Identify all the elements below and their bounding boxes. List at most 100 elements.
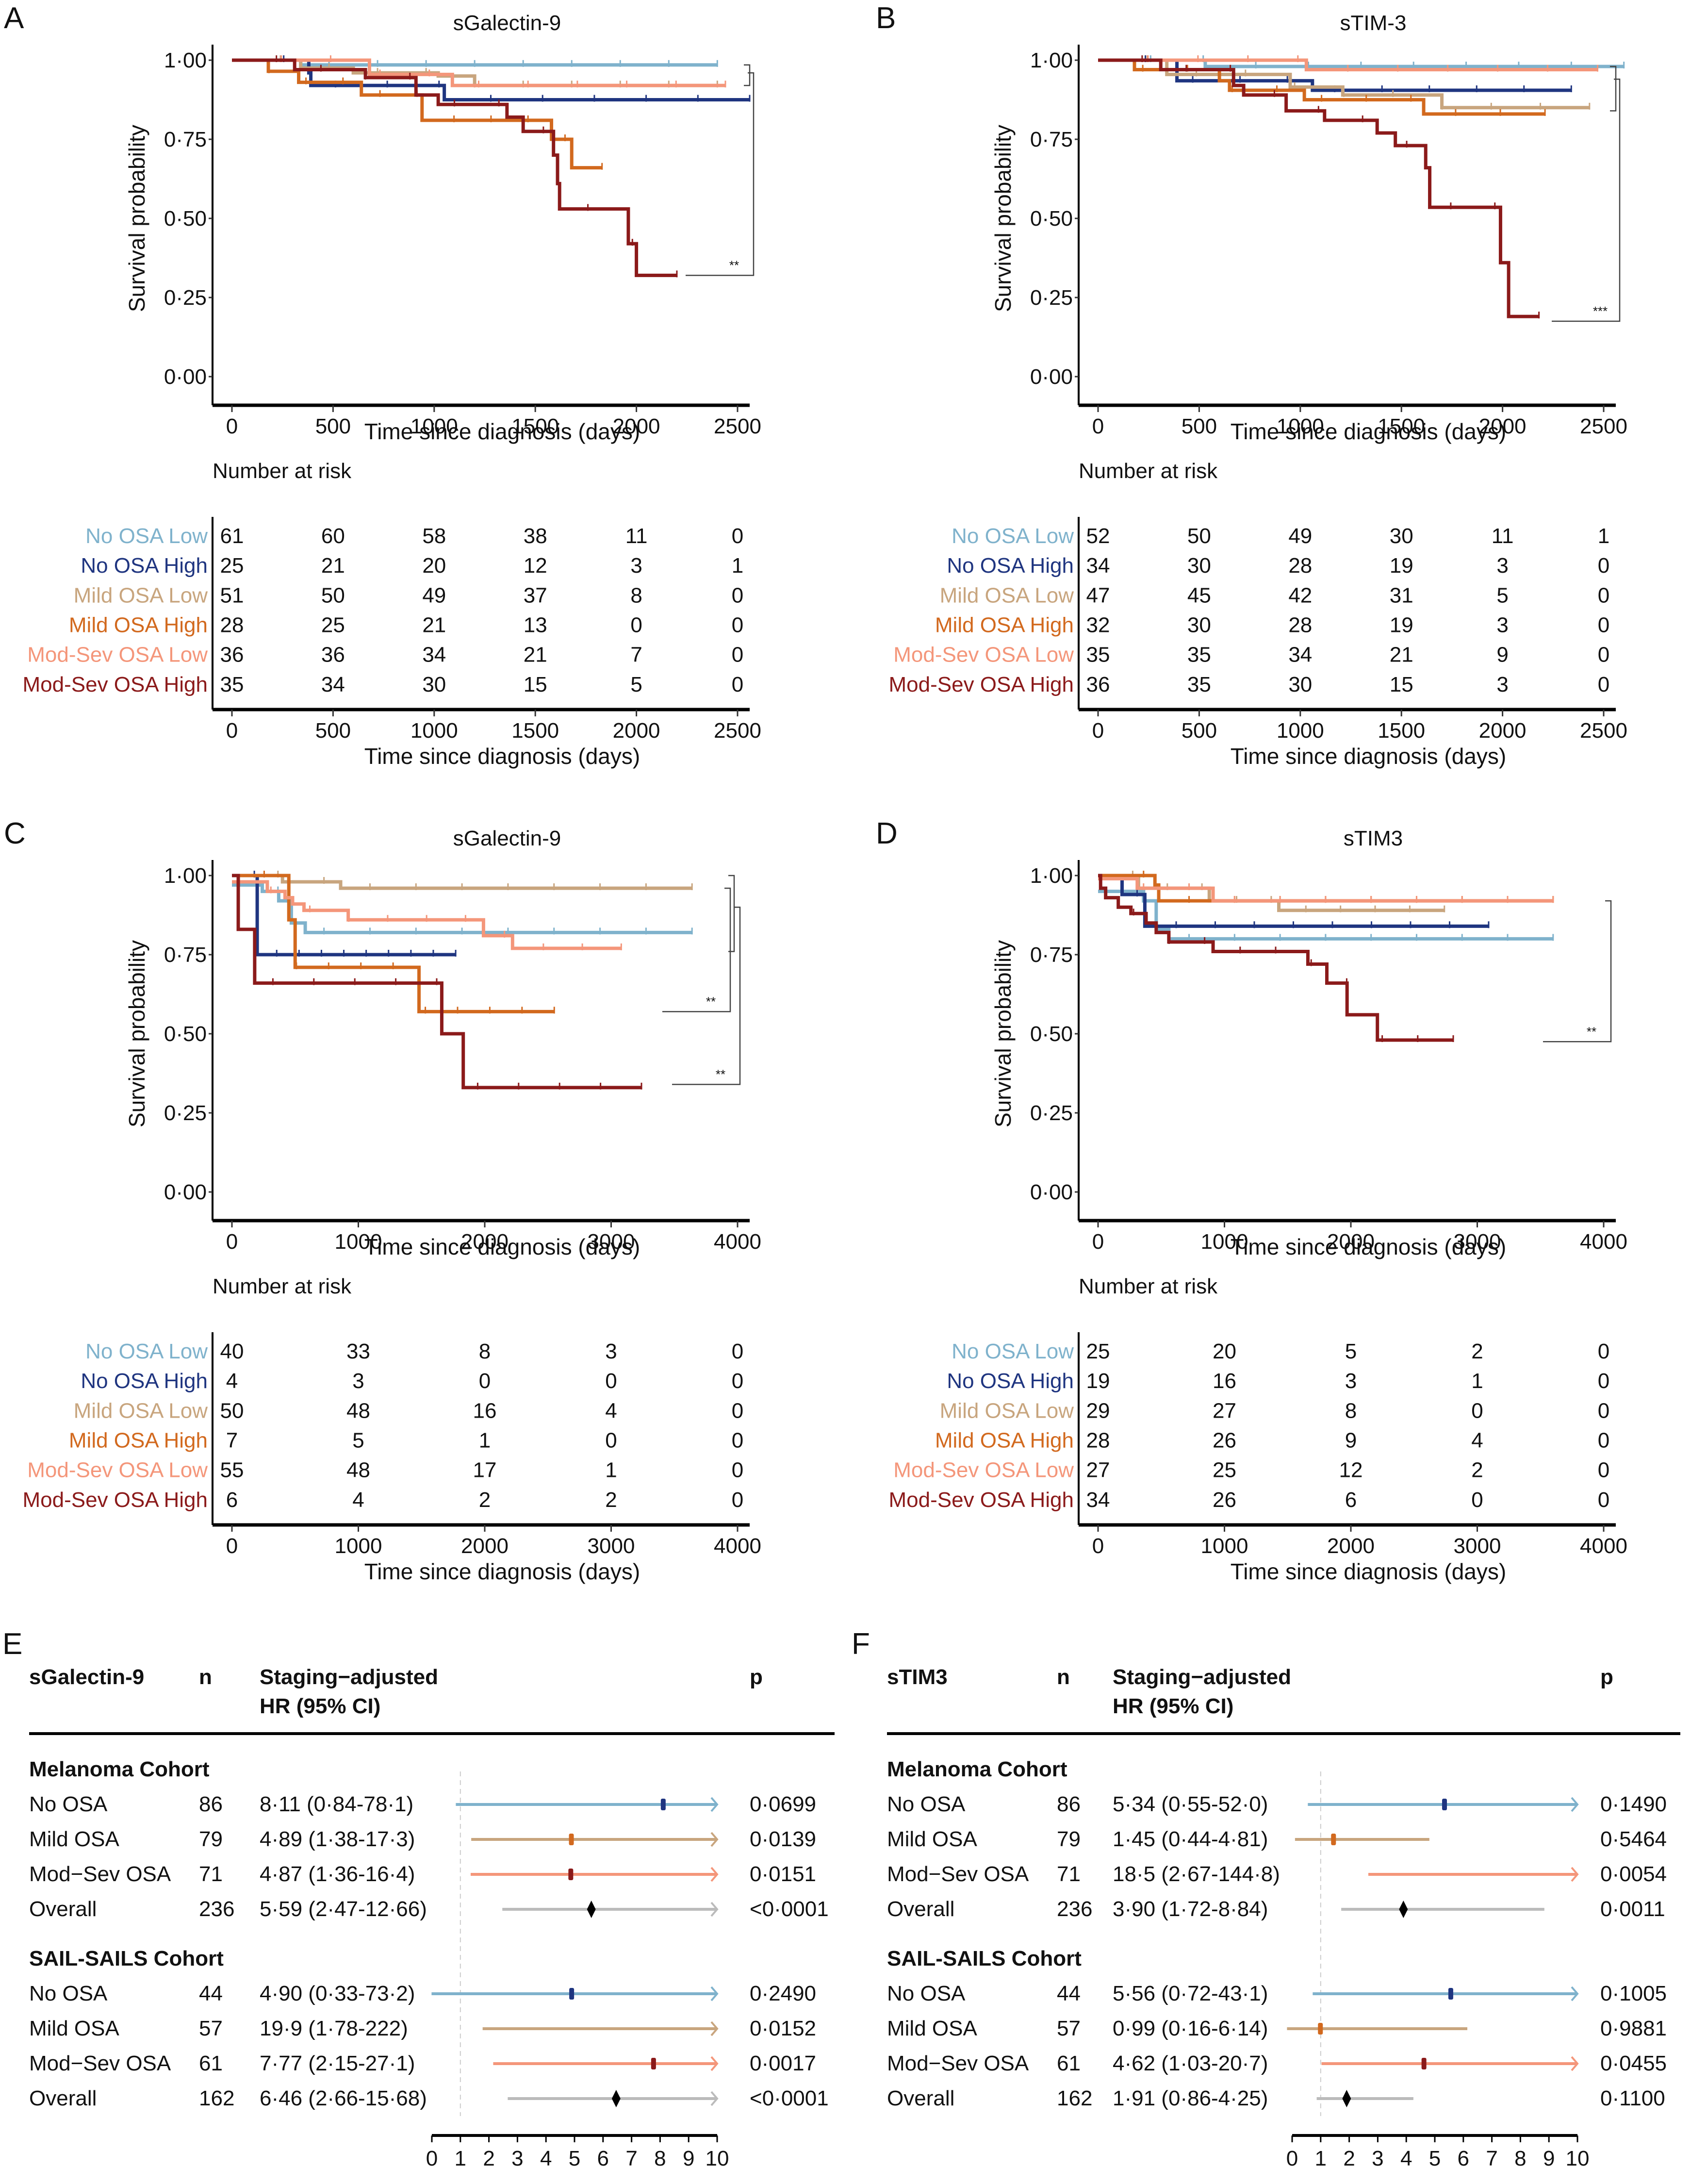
risk-count: 9: [1496, 643, 1508, 667]
bracket-line: [1552, 78, 1621, 322]
row-label: Mild OSA: [887, 2017, 977, 2040]
hr-point-diamond: [587, 1901, 596, 1918]
row-hr-ci: 4·89 (1·38-17·3): [260, 1827, 415, 1851]
hr-tick-label: 7: [625, 2147, 637, 2170]
risk-group-label: Mod-Sev OSA High: [23, 1488, 208, 1512]
risk-group-label: No OSA Low: [952, 1340, 1074, 1363]
risk-count: 51: [220, 583, 244, 607]
row-hr-ci: 4·62 (1·03-20·7): [1113, 2052, 1268, 2075]
risk-count: 3: [1496, 613, 1508, 637]
y-axis-label: Survival probability: [124, 940, 149, 1127]
risk-group-label: No OSA Low: [952, 524, 1074, 548]
risk-count: 29: [1086, 1399, 1110, 1423]
risk-x-axis-label: Time since diagnosis (days): [364, 1559, 640, 1584]
column-header-p: p: [750, 1665, 763, 1689]
row-hr-ci: 1·91 (0·86-4·25): [1113, 2086, 1268, 2110]
risk-row: No OSA Low 61 60 58 38 11 0: [85, 524, 743, 548]
forest-section: Melanoma Cohort No OSA 86 5·34 (0·55-52·0) 0…: [887, 1757, 1667, 1921]
row-hr-ci: 1·45 (0·44-4·81): [1113, 1827, 1268, 1851]
ci-arrow-icon: [710, 1902, 719, 1917]
panel-letter: B: [876, 1, 896, 35]
significance-label: **: [729, 258, 739, 272]
risk-count: 52: [1086, 524, 1110, 548]
risk-count: 0: [732, 1369, 743, 1393]
hr-tick-label: 10: [706, 2147, 729, 2170]
column-header-p: p: [1600, 1665, 1613, 1689]
row-n: 44: [199, 1982, 223, 2005]
risk-count: 27: [1213, 1399, 1236, 1423]
ci-arrow-icon: [710, 2056, 719, 2071]
risk-count: 34: [422, 643, 446, 667]
x-tick-label: 0: [226, 414, 238, 438]
forest-row: Mod−Sev OSA 61 4·62 (1·03-20·7) 0·0455: [887, 2052, 1667, 2075]
risk-count: 21: [524, 643, 547, 667]
section-title: Melanoma Cohort: [887, 1757, 1067, 1781]
risk-count: 49: [1288, 524, 1312, 548]
risk-count: 21: [321, 554, 345, 578]
risk-count: 49: [422, 583, 446, 607]
risk-count: 5: [352, 1429, 364, 1453]
y-tick-label: 0·00: [164, 365, 207, 389]
row-n: 57: [199, 2017, 223, 2040]
hr-point-marker: [1331, 1834, 1336, 1845]
row-n: 236: [1057, 1897, 1092, 1921]
y-tick-label: 0·25: [1030, 1101, 1073, 1125]
risk-count: 34: [1288, 643, 1312, 667]
forest-row: Overall 162 6·46 (2·66-15·68) <0·0001: [29, 2086, 829, 2110]
hr-tick-label: 5: [1429, 2147, 1441, 2170]
row-p-value: 0·0455: [1600, 2052, 1667, 2075]
row-p-value: 0·0011: [1600, 1897, 1665, 1921]
y-tick-label: 0·50: [164, 1022, 207, 1046]
column-header-n: n: [199, 1665, 212, 1689]
risk-x-tick-label: 0: [226, 719, 238, 743]
row-label: Overall: [29, 1897, 97, 1921]
risk-count: 3: [605, 1340, 617, 1363]
forest-section: SAIL-SAILS Cohort No OSA 44 5·56 (0·72-43·1…: [887, 1947, 1667, 2110]
significance-bracket: **: [1543, 900, 1612, 1042]
risk-count: 28: [1288, 554, 1312, 578]
risk-count: 7: [226, 1429, 238, 1453]
column-header-n: n: [1057, 1665, 1070, 1689]
row-n: 86: [1057, 1792, 1081, 1816]
hr-tick-label: 9: [683, 2147, 694, 2170]
risk-count: 50: [220, 1399, 244, 1423]
row-hr-ci: 3·90 (1·72-8·84): [1113, 1897, 1268, 1921]
km-curve: [1098, 874, 1445, 912]
forest-row: Overall 162 1·91 (0·86-4·25) 0·1100: [887, 2086, 1665, 2110]
risk-row: Mild OSA Low 50 48 16 4 0: [74, 1399, 744, 1423]
section-title: Melanoma Cohort: [29, 1757, 210, 1781]
hr-tick-label: 8: [1514, 2147, 1526, 2170]
y-tick-label: 0·75: [1030, 128, 1073, 151]
risk-table-title: Number at risk: [1079, 459, 1218, 483]
risk-count: 8: [630, 583, 642, 607]
risk-count: 0: [1598, 1458, 1609, 1482]
risk-count: 58: [422, 524, 446, 548]
risk-count: 25: [220, 554, 244, 578]
forest-row: Mild OSA 57 0·99 (0·16-6·14) 0·9881: [887, 2017, 1667, 2040]
hr-point-diamond: [1342, 2090, 1351, 2107]
x-tick-label: 500: [315, 414, 351, 438]
row-p-value: 0·0054: [1600, 1862, 1667, 1886]
row-p-value: 0·0139: [750, 1827, 816, 1851]
risk-group-label: Mild OSA Low: [940, 1399, 1074, 1423]
risk-count: 5: [1345, 1340, 1357, 1363]
risk-group-label: Mild OSA High: [935, 1429, 1074, 1453]
risk-count: 9: [1345, 1429, 1357, 1453]
risk-count: 1: [605, 1458, 617, 1482]
risk-row: No OSA High 4 3 0 0 0: [81, 1369, 743, 1393]
column-header-hr: Staging−adjusted: [1113, 1665, 1291, 1689]
ci-arrow-icon: [710, 1797, 719, 1812]
hr-tick-label: 10: [1566, 2147, 1590, 2170]
row-p-value: 0·0151: [750, 1862, 816, 1886]
risk-count: 0: [732, 613, 743, 637]
risk-count: 3: [630, 554, 642, 578]
risk-x-tick-label: 500: [1182, 719, 1217, 743]
risk-count: 13: [524, 613, 547, 637]
risk-group-label: No OSA Low: [85, 524, 208, 548]
section-title: SAIL-SAILS Cohort: [887, 1947, 1082, 1970]
risk-row: No OSA High 25 21 20 12 3 1: [81, 554, 743, 578]
